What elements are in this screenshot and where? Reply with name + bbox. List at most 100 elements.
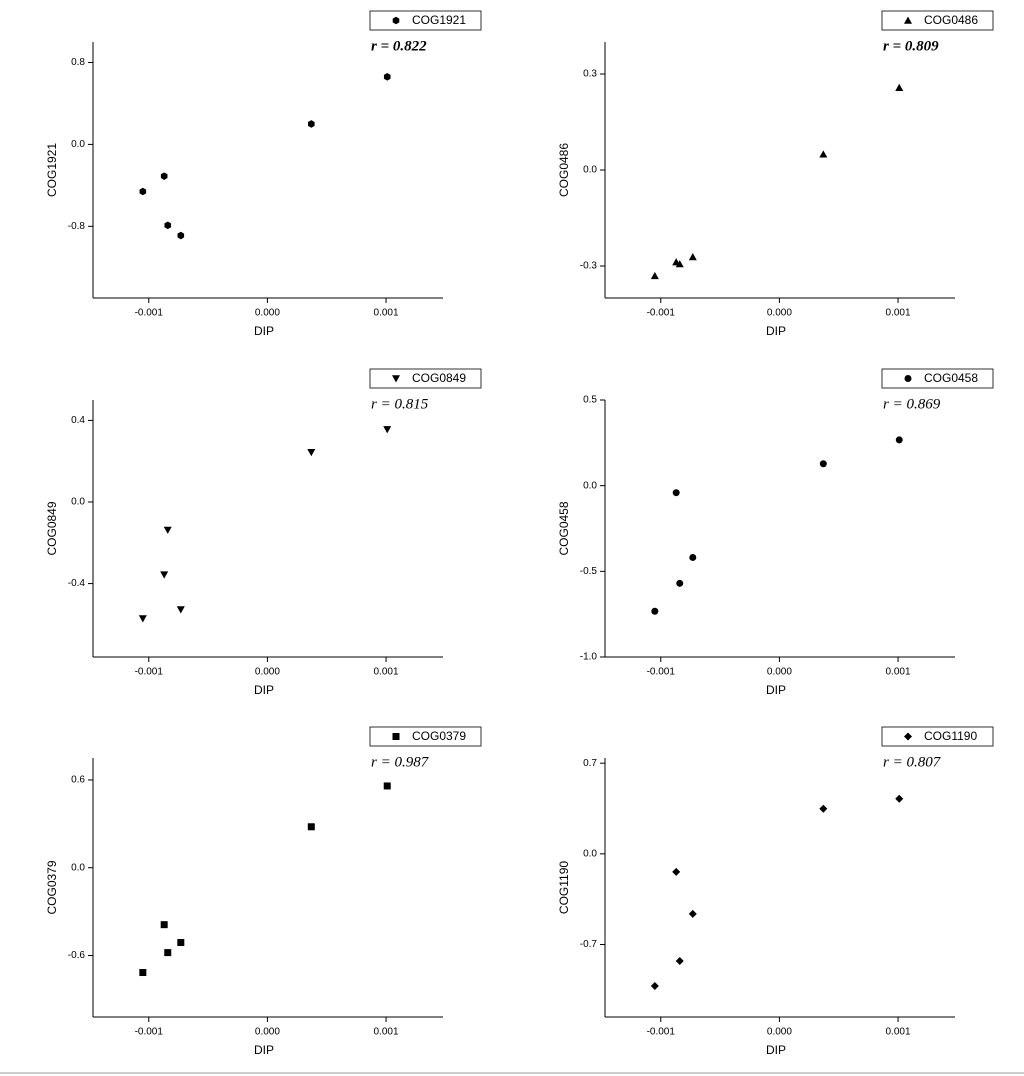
x-tick-label: 0.001 [374, 308, 399, 319]
y-tick-label: -0.6 [68, 950, 86, 961]
x-axis-label: DIP [254, 1043, 274, 1057]
x-tick-label: 0.000 [767, 1027, 792, 1038]
x-tick-label: -0.001 [135, 667, 164, 678]
annotation: r = 0.807 [883, 754, 942, 770]
point [688, 909, 697, 918]
point [675, 260, 684, 268]
legend-marker [904, 16, 912, 24]
point [164, 949, 172, 957]
point [650, 271, 659, 280]
y-axis-label: COG1190 [557, 861, 571, 914]
y-tick-label: 0.5 [583, 395, 597, 406]
y-tick-label: 0.3 [583, 69, 597, 80]
point [676, 579, 684, 587]
y-tick-label: -0.4 [68, 578, 86, 589]
point [176, 606, 185, 614]
x-axis-label: DIP [766, 1043, 786, 1057]
x-tick-label: 0.001 [886, 308, 911, 319]
annotation: r = 0.822 [371, 38, 427, 54]
point [895, 436, 903, 444]
point [689, 553, 697, 561]
x-axis-label: DIP [766, 683, 786, 697]
x-axis-label: DIP [766, 324, 786, 338]
y-tick-label: 0.6 [71, 775, 85, 786]
y-tick-label: -0.3 [580, 261, 598, 272]
legend-marker [904, 375, 912, 382]
legend-box [881, 10, 994, 31]
legend-box [881, 726, 994, 747]
legend-box [881, 368, 994, 389]
legend-label: COG0379 [412, 729, 466, 743]
x-tick-label: 0.000 [255, 667, 280, 678]
legend-box [369, 368, 482, 389]
x-tick-label: 0.000 [767, 667, 792, 678]
y-axis-label: COG0458 [557, 501, 571, 555]
y-axis-label: COG0849 [45, 501, 59, 555]
point [160, 571, 169, 579]
y-tick-label: -0.5 [580, 566, 598, 577]
x-tick-label: -0.001 [647, 1027, 676, 1038]
point [164, 221, 172, 230]
point [651, 607, 659, 615]
legend-marker [392, 16, 400, 25]
y-axis-label: COG0379 [45, 860, 59, 914]
legend-marker [392, 733, 400, 740]
y-tick-label: 0.8 [71, 57, 85, 68]
point [138, 615, 147, 623]
y-axis-label: COG1921 [45, 143, 59, 197]
point [160, 172, 168, 180]
point [139, 969, 147, 977]
x-tick-label: 0.000 [255, 308, 280, 319]
y-tick-label: 0.0 [71, 139, 85, 150]
legend-label: COG0849 [412, 371, 466, 385]
y-tick-label: 0.0 [71, 862, 85, 873]
point [160, 921, 168, 929]
point [383, 426, 392, 434]
y-tick-label: 0.4 [71, 415, 85, 426]
y-tick-label: -0.7 [580, 939, 598, 950]
legend-label: COG1921 [412, 13, 466, 27]
point [383, 73, 391, 81]
point [177, 231, 185, 240]
annotation: r = 0.815 [371, 396, 429, 412]
annotation: r = 0.987 [371, 754, 430, 770]
y-tick-label: -0.8 [68, 221, 86, 232]
point [819, 460, 827, 468]
x-tick-label: -0.001 [135, 1027, 164, 1038]
annotation: r = 0.809 [883, 38, 939, 54]
x-tick-label: -0.001 [647, 667, 676, 678]
y-tick-label: 0.0 [71, 497, 85, 508]
point [672, 489, 680, 497]
point [308, 120, 315, 128]
point [177, 939, 185, 947]
point [163, 526, 172, 534]
point [895, 794, 904, 803]
x-tick-label: 0.001 [886, 1027, 911, 1038]
x-tick-label: 0.000 [767, 308, 792, 319]
legend-label: COG1190 [924, 729, 977, 743]
point [675, 957, 684, 966]
point [688, 253, 697, 261]
point [895, 83, 904, 91]
legend-label: COG0486 [924, 13, 978, 27]
y-axis-label: COG0486 [557, 143, 571, 197]
legend-marker [904, 732, 912, 741]
x-tick-label: -0.001 [135, 308, 164, 319]
point [307, 823, 315, 831]
x-tick-label: 0.001 [374, 667, 399, 678]
x-tick-label: 0.001 [886, 667, 911, 678]
legend-marker [392, 375, 400, 383]
y-tick-label: 0.7 [583, 758, 597, 769]
point [383, 782, 391, 790]
point [139, 187, 147, 196]
point [819, 804, 828, 813]
point [650, 982, 659, 991]
point [819, 150, 828, 158]
y-tick-label: 0.0 [583, 480, 597, 491]
y-tick-label: -1.0 [580, 652, 598, 663]
legend-label: COG0458 [924, 371, 978, 385]
x-axis-label: DIP [254, 324, 274, 338]
legend-box [369, 726, 482, 747]
legend-box [369, 10, 482, 31]
